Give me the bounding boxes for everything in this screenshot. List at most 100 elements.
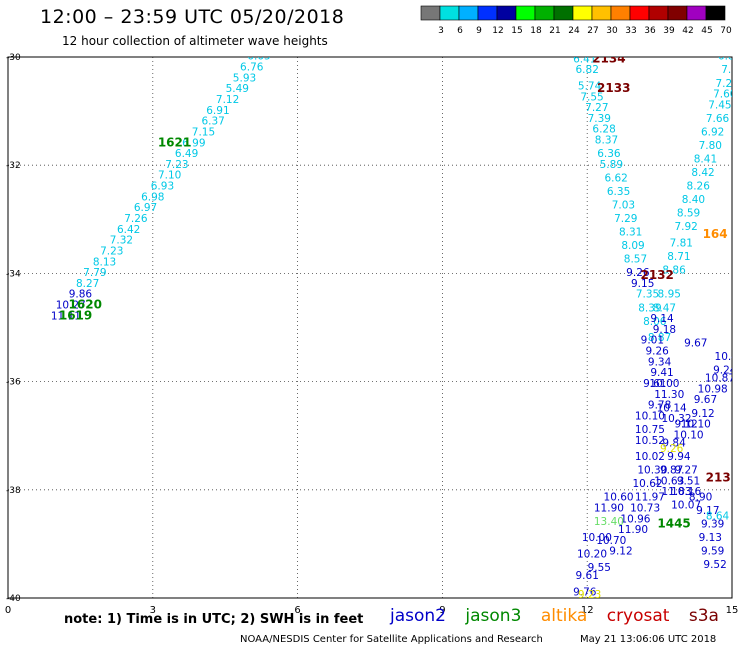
swh-value: 8.86: [662, 264, 686, 276]
color-scale-label: 3: [438, 26, 444, 35]
swh-value: 8.37: [595, 135, 618, 147]
swh-value: 7.81: [670, 237, 693, 249]
legend-jason2: jason2: [390, 606, 446, 626]
swh-value: 8.90: [689, 492, 712, 504]
color-swatch: [705, 5, 726, 21]
swh-value: 9.24: [713, 364, 737, 376]
swh-value: 8.31: [619, 227, 642, 239]
swh-value: 5.49: [226, 83, 249, 95]
swh-value: 7.12: [216, 94, 239, 106]
y-tick-label: -38: [6, 486, 21, 496]
swh-value: 7.23: [165, 159, 188, 171]
swh-value: 11.97: [635, 492, 665, 504]
track-id-label: 1619: [59, 308, 92, 322]
credit-text: NOAA/NESDIS Center for Satellite Applica…: [240, 634, 543, 645]
swh-value: 6.93: [151, 181, 174, 193]
swh-value: 6.35: [607, 186, 630, 198]
swh-value: 10.98: [698, 383, 728, 395]
swh-value: 11.30: [654, 389, 684, 401]
legend-altika: altika: [540, 606, 588, 626]
swh-value: 8.47: [653, 302, 676, 314]
satellite-legend: jason2 jason3 altika cryosat s3a: [390, 606, 733, 626]
x-tick-label: 3: [150, 605, 156, 616]
y-tick-label: -32: [6, 161, 21, 171]
swh-value: 7.39: [588, 113, 611, 125]
swh-value: 6.28: [592, 124, 615, 136]
timestamp-text: May 21 13:06:06 UTC 2018: [580, 634, 717, 645]
swh-value: 9.55: [588, 562, 611, 574]
color-scale-label: 12: [492, 26, 503, 35]
swh-value: 10.14: [657, 402, 687, 414]
swh-value: 6.92: [701, 126, 724, 138]
track-id-label: 2133: [597, 81, 630, 95]
track-id-label: 1445: [657, 517, 690, 531]
swh-value: 9.13: [699, 532, 722, 544]
swh-value: 6.81: [718, 51, 740, 63]
track-id-label: 164: [703, 227, 728, 241]
swh-value: 7.27: [585, 102, 608, 114]
y-tick-label: -40: [6, 594, 21, 604]
swh-value: 9.12: [609, 546, 632, 558]
swh-value: 6.76: [240, 62, 264, 74]
swh-value: 8.41: [694, 153, 717, 165]
swh-value: 8.95: [658, 289, 681, 301]
swh-value: 9.41: [650, 367, 673, 379]
y-tick-label: -36: [6, 378, 21, 388]
swh-value: 9.12: [674, 419, 697, 431]
swh-value: 7.60: [713, 89, 736, 101]
swh-value: 8.57: [624, 254, 647, 266]
legend-s3a: s3a: [688, 606, 719, 626]
swh-value: 8.64: [706, 511, 730, 523]
color-scale-label: 45: [701, 26, 712, 35]
swh-value: 10.10: [635, 410, 665, 422]
swh-value: 10.62: [633, 478, 663, 490]
swh-value: 7.29: [614, 213, 637, 225]
track-layer: 6.656.765.935.497.126.916.377.156.996.49…: [51, 51, 740, 601]
x-tick-label: 6: [294, 605, 300, 616]
swh-value: 9.26: [645, 346, 669, 358]
color-scale-label: 21: [549, 26, 560, 35]
swh-value: 9.18: [653, 324, 676, 336]
swh-value: 10.40: [715, 351, 740, 363]
color-scale-label: 42: [682, 26, 693, 35]
swh-value: 10.20: [577, 548, 607, 560]
swh-value: 8.26: [687, 181, 711, 193]
x-tick-label: 9: [439, 605, 445, 616]
legend-jason3: jason3: [465, 606, 522, 626]
swh-value: 9.52: [703, 559, 726, 571]
swh-value: 8.40: [682, 194, 705, 206]
swh-value: 9.61: [576, 570, 599, 582]
color-scale-label: 24: [568, 26, 580, 35]
swh-value: 6.98: [141, 191, 164, 203]
swh-value: 10.16: [671, 486, 701, 498]
legend-cryosat: cryosat: [606, 606, 670, 626]
swh-value: 10.87: [705, 373, 735, 385]
swh-value: 9.76: [573, 586, 597, 598]
color-scale-label: 36: [644, 26, 656, 35]
swh-value: 8.06: [643, 316, 667, 328]
swh-value: 8.39: [638, 302, 661, 314]
swh-value: 6.91: [206, 105, 229, 117]
color-scale-label: 27: [587, 26, 598, 35]
swh-value: 7.35: [636, 289, 659, 301]
swh-value: 6.99: [182, 137, 205, 149]
swh-value: 9.86: [69, 289, 93, 301]
swh-value: 7.55: [580, 91, 603, 103]
swh-value: 6.37: [201, 116, 224, 128]
track-id-label: 1620: [69, 298, 102, 312]
swh-value: 7.23: [715, 78, 738, 90]
page-title: 12:00 – 23:59 UTC 05/20/2018: [40, 6, 345, 28]
swh-value: 9.23: [578, 589, 601, 601]
swh-value: 7.45: [708, 99, 731, 111]
swh-value: 9.59: [701, 546, 724, 558]
track-id-label: 1621: [158, 135, 191, 149]
swh-value: 9.84: [662, 438, 686, 450]
color-scale-label: 6: [457, 26, 463, 35]
swh-value: 9.14: [650, 313, 674, 325]
swh-value: 7.92: [674, 221, 697, 233]
swh-value: 9.17: [696, 505, 719, 517]
swh-value: 6.42: [117, 224, 140, 236]
swh-value: 10.30: [637, 465, 667, 477]
